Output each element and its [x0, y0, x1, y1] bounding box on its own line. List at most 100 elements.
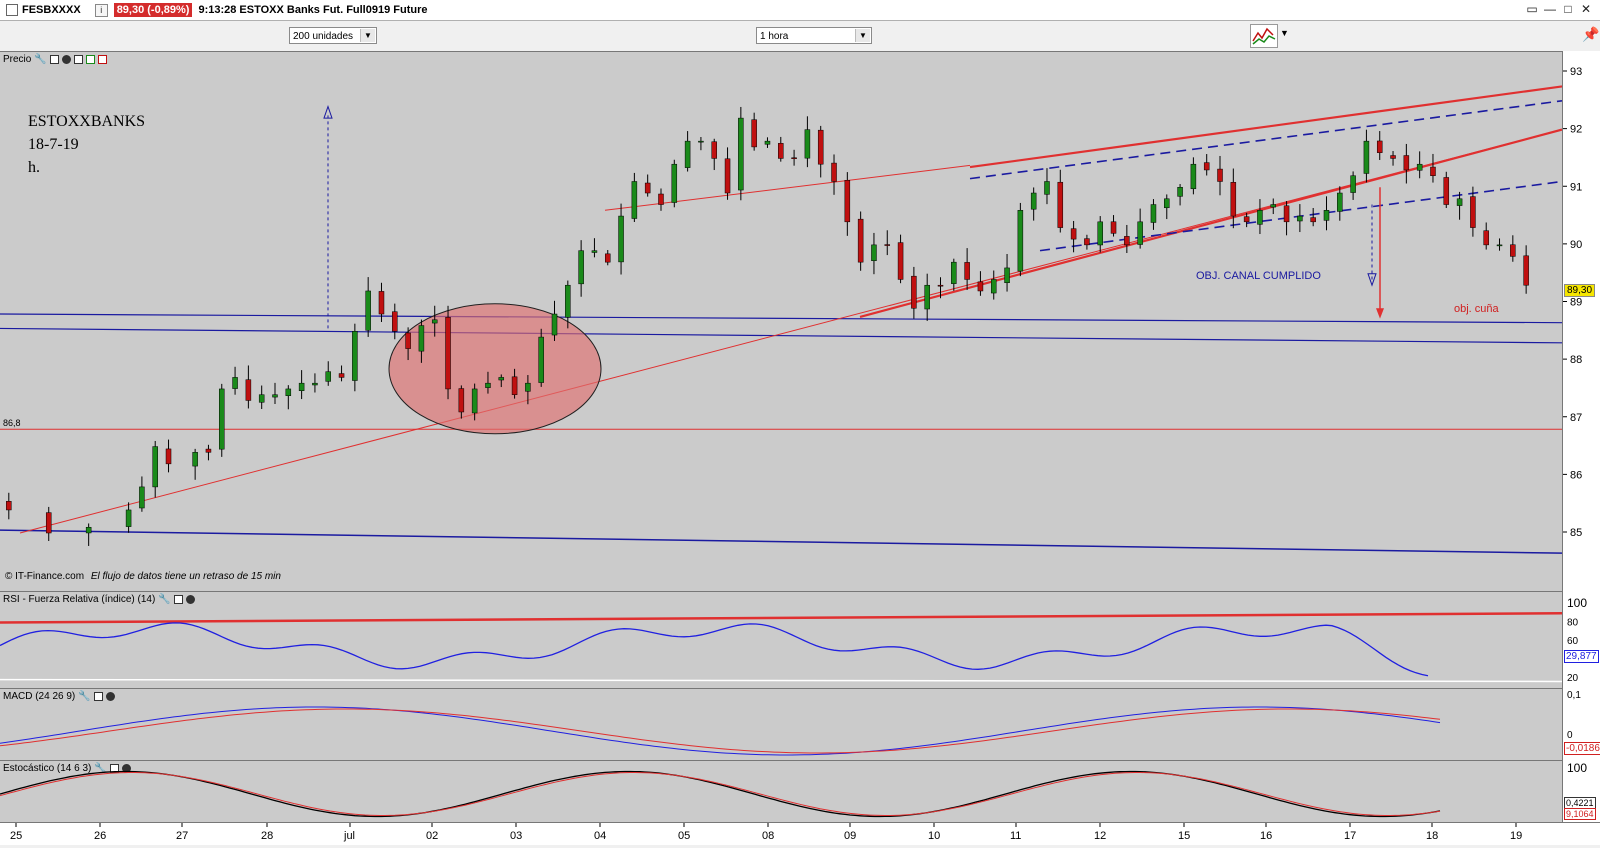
wrench-icon[interactable]: 🔧 [78, 691, 91, 702]
symbol-dropdown[interactable]: FESBXXXX [22, 4, 81, 16]
add-icon[interactable] [73, 55, 83, 64]
time-tick-label: 27 [176, 830, 188, 842]
chart-tools-button[interactable] [1250, 24, 1278, 48]
candle-body [498, 377, 505, 381]
maximize-icon[interactable]: □ [1564, 2, 1572, 16]
macd-tick-label: 0 [1567, 730, 1573, 741]
time-tick-label: 19 [1510, 830, 1522, 842]
window-title: 9:13:28 ESTOXX Banks Fut. Full0919 Futur… [198, 4, 428, 16]
candle-body [591, 250, 598, 253]
close-panel-icon[interactable] [61, 55, 71, 64]
candle-body [378, 291, 385, 315]
candle-body [605, 253, 611, 263]
horizontal-blue-line-bottom [0, 529, 1562, 554]
candle-body [791, 157, 797, 159]
candle-body [1310, 217, 1316, 223]
wrench-icon[interactable]: 🔧 [94, 763, 107, 774]
minimize-icon[interactable]: — [1544, 2, 1556, 16]
window-icon[interactable] [109, 764, 119, 773]
candle-body [1443, 177, 1450, 205]
info-icon[interactable]: i [94, 3, 108, 17]
window-icon[interactable] [49, 55, 59, 64]
export-icon[interactable] [85, 55, 95, 64]
time-tick-label: 03 [510, 830, 522, 842]
cuna-arrow-head [1376, 308, 1384, 319]
rsi-panel[interactable]: RSI - Fuerza Relativa (índice) (14) 🔧 [0, 591, 1562, 688]
candle-body [258, 394, 265, 403]
candle-body [1030, 192, 1037, 210]
candle-body [1124, 236, 1130, 246]
chart-annotations [323, 105, 1384, 329]
pin-icon[interactable]: 📌 [1582, 26, 1600, 42]
price-chart [0, 85, 1562, 554]
candle-body [804, 129, 811, 159]
wrench-icon[interactable]: 🔧 [158, 594, 171, 605]
candle-body [1057, 181, 1064, 228]
units-select-value: 200 unidades [293, 31, 354, 42]
long-trend-line [19, 129, 1562, 534]
candle-body [219, 388, 225, 450]
stochastic-panel[interactable]: Estocástico (14 6 3) 🔧 [0, 760, 1562, 822]
price-panel[interactable]: Precio 🔧 ESTOXXBANKS 18-7-19 h. OBJ. CAN… [0, 51, 1562, 591]
rsi-chart [0, 611, 1562, 683]
candle-body [418, 325, 425, 352]
candle-body [1150, 204, 1157, 223]
level-label: 86,8 [3, 418, 21, 428]
copyright-text: © IT-Finance.com [5, 571, 85, 582]
rsi-panel-label: RSI - Fuerza Relativa (índice) (14) [3, 594, 156, 605]
candle-body [778, 143, 784, 159]
macd-panel-header: MACD (24 26 9) 🔧 [3, 691, 115, 702]
time-tick-label: 05 [678, 830, 690, 842]
close-panel-icon[interactable] [105, 692, 115, 701]
stochastic-panel-header: Estocástico (14 6 3) 🔧 [3, 763, 131, 774]
candle-body [671, 163, 678, 203]
wrench-icon[interactable]: 🔧 [34, 54, 47, 65]
window-icon[interactable] [173, 595, 183, 604]
price-tick-label: 93 [1570, 66, 1582, 78]
candle-body [1084, 238, 1090, 246]
candle-body [1230, 182, 1237, 217]
rsi-tick-label: 80 [1567, 617, 1579, 628]
candle-body [937, 284, 944, 287]
interval-select[interactable]: 1 hora ▼ [756, 27, 872, 44]
candle-body [1483, 230, 1489, 246]
restore-icon[interactable]: ▭ [1526, 2, 1538, 16]
price-tick-label: 88 [1570, 354, 1582, 366]
chart-tools-dropdown-icon[interactable]: ▼ [1280, 28, 1289, 38]
candle-body [1416, 163, 1423, 171]
candle-body [618, 215, 624, 263]
candle-body [525, 382, 531, 392]
macd-value-tag: -0,0186 [1564, 742, 1600, 755]
close-icon[interactable]: ✕ [1580, 2, 1592, 16]
candle-body [724, 158, 731, 194]
candle-body [738, 117, 744, 191]
candle-body [352, 331, 358, 381]
rsi-tick-label: 100 [1567, 596, 1587, 610]
window-icon[interactable] [93, 692, 103, 701]
macd-signal-line [0, 708, 1441, 754]
close-panel-icon[interactable] [185, 595, 195, 604]
units-select[interactable]: 200 unidades ▼ [289, 27, 377, 44]
stochastic-axis-ticks: 100 [1567, 761, 1587, 775]
candle-body [1350, 175, 1356, 193]
chart-title-line-2: 18-7-19 [28, 136, 79, 153]
stochastic-d-line [0, 772, 1441, 816]
rsi-value-tag: 29,877 [1564, 650, 1599, 663]
candle-body [684, 140, 691, 168]
candle-body [1376, 140, 1383, 153]
horizontal-blue-line-lower [0, 327, 1562, 344]
time-tick-label: 28 [261, 830, 273, 842]
candle-body [1070, 228, 1077, 240]
candle-body [538, 336, 544, 383]
candle-body [325, 371, 331, 382]
rsi-oversold-line [0, 678, 1562, 683]
price-tick-label: 91 [1570, 181, 1582, 193]
candle-body [964, 262, 970, 280]
projection-arrow-head [323, 105, 333, 119]
candle-body [977, 281, 984, 292]
remove-icon[interactable] [97, 55, 107, 64]
price-tick-label: 87 [1570, 412, 1582, 424]
candle-body [951, 261, 957, 284]
price-tick-label: 92 [1570, 124, 1582, 136]
macd-panel[interactable]: MACD (24 26 9) 🔧 [0, 688, 1562, 760]
